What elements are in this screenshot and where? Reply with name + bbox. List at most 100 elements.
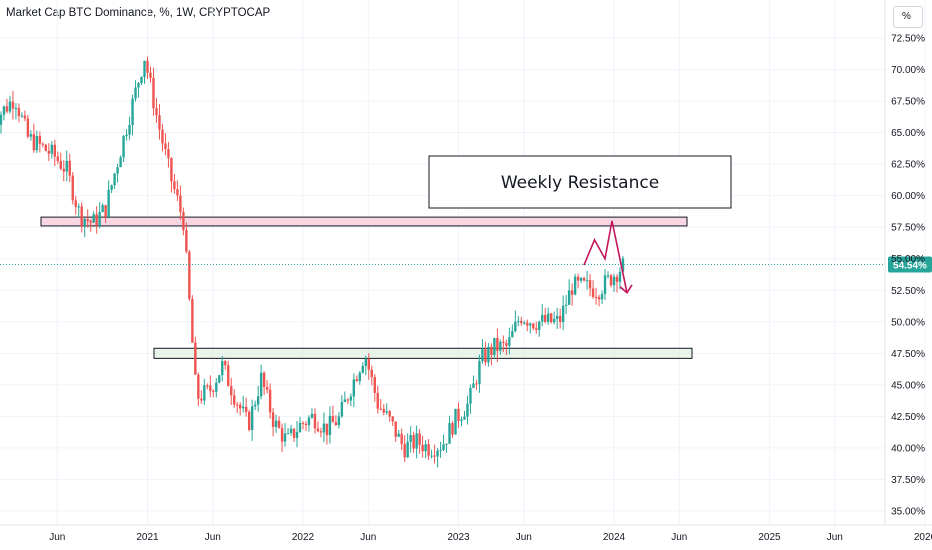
candle-body (433, 455, 436, 457)
candle-body (11, 101, 15, 109)
candle-body (271, 412, 275, 427)
candle-body (17, 108, 21, 116)
candle-body (14, 108, 18, 110)
candle-body (206, 385, 209, 387)
candle-body (194, 342, 197, 375)
candle-body (439, 449, 442, 451)
candle-body (514, 321, 517, 332)
x-tick-label: 2026 (914, 532, 932, 543)
candle-body (230, 386, 233, 396)
candle-body (44, 144, 48, 151)
candle-body (322, 423, 326, 433)
y-tick-label: 45.00% (891, 380, 925, 391)
last-value-label: 54.54% (893, 261, 927, 272)
candle-body (277, 420, 281, 428)
candle-body (47, 150, 51, 154)
candle-body (212, 390, 215, 392)
candle-body (53, 144, 56, 157)
candle-body (484, 349, 487, 363)
candle-body (403, 444, 406, 458)
candle-body (5, 106, 9, 112)
candle-body (250, 406, 254, 430)
x-tick-label: 2022 (292, 532, 315, 543)
candle-body (283, 433, 287, 442)
candle-body (346, 399, 350, 401)
candle-body (26, 118, 30, 137)
candle-body (233, 395, 236, 405)
candle-body (38, 136, 42, 144)
candle-body (541, 314, 544, 322)
candle-body (573, 276, 577, 295)
candle-body (424, 444, 427, 452)
candle-body (98, 212, 101, 226)
candle-body (394, 421, 397, 437)
candle-body (397, 433, 400, 437)
resistance-zone (40, 216, 688, 227)
resistance-label-box (428, 155, 732, 209)
x-tick-label: 2024 (603, 532, 626, 543)
candle-body (131, 98, 134, 126)
candle-body (430, 455, 433, 457)
candle-body (621, 258, 625, 272)
candle-body (134, 87, 137, 99)
candle-body (122, 135, 125, 158)
candle-body (244, 406, 248, 412)
candle-body (496, 337, 499, 351)
candle-body (448, 423, 451, 444)
projection-path (583, 220, 628, 293)
y-tick-label: 57.50% (891, 223, 925, 234)
candle-body (295, 432, 299, 438)
projection-arrowhead (619, 284, 633, 295)
candle-body (173, 181, 176, 190)
candle-body (385, 411, 388, 413)
candles (0, 56, 625, 468)
candle-body (472, 383, 475, 388)
overlay: Weekly Resistance 54.54% (0, 155, 932, 295)
candle-body (558, 315, 562, 323)
candle-body (140, 76, 143, 84)
candle-body (418, 433, 421, 445)
candle-body (119, 157, 122, 168)
candle-body (0, 114, 3, 125)
support-zone (153, 347, 693, 359)
x-tick-label: Jun (516, 532, 532, 543)
candle-body (161, 129, 164, 144)
candle-body (200, 398, 203, 401)
x-tick-label: 2021 (136, 532, 159, 543)
candle-body (373, 377, 376, 393)
candle-body (221, 361, 224, 376)
candle-body (227, 365, 230, 387)
candle-body (487, 346, 490, 363)
candle-body (146, 60, 149, 73)
candle-body (567, 290, 571, 305)
candle-body (104, 205, 107, 217)
candle-body (364, 358, 367, 367)
candle-body (137, 83, 140, 88)
candle-body (286, 433, 290, 435)
candle-body (167, 149, 170, 159)
candle-body (253, 404, 257, 407)
candle-body (499, 341, 502, 351)
candle-body (478, 361, 481, 385)
candle-body (552, 319, 556, 323)
candle-body (2, 106, 6, 115)
candle-body (612, 276, 616, 286)
candle-body (301, 422, 305, 424)
candle-body (59, 160, 62, 169)
candle-body (606, 275, 610, 277)
candle-body (74, 200, 77, 207)
candle-body (92, 214, 95, 223)
candle-body (406, 441, 409, 458)
candle-body (445, 443, 448, 445)
candle-body (615, 276, 619, 282)
candle-body (125, 134, 128, 136)
candle-body (77, 206, 80, 208)
unit-selector[interactable]: % (893, 6, 923, 28)
candle-body (594, 296, 598, 298)
candle-body (101, 205, 104, 213)
candle-body (475, 383, 478, 385)
candle-body (427, 444, 430, 456)
candle-body (29, 134, 33, 137)
